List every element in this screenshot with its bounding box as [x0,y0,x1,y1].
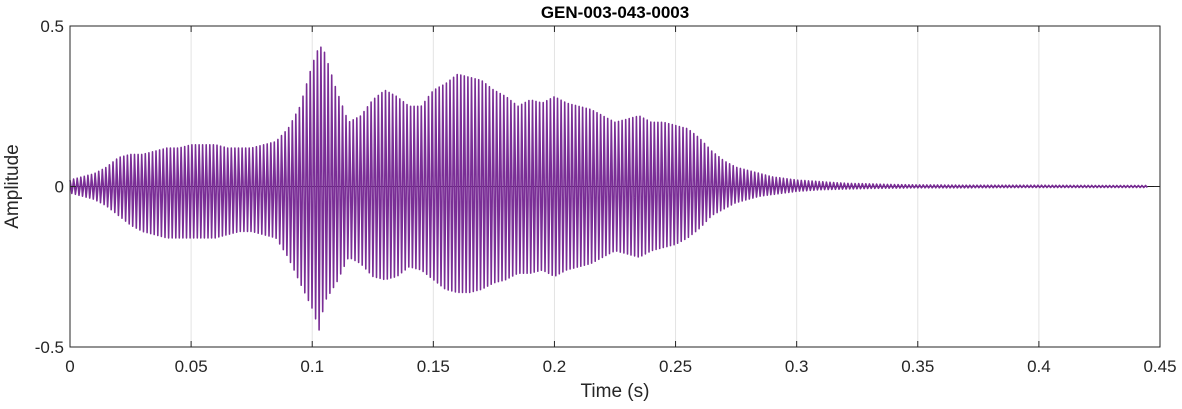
x-tick-label: 0.45 [1143,357,1176,376]
plot-layer [69,46,1148,331]
y-tick-label: 0.5 [40,17,64,36]
x-tick-label: 0.3 [785,357,809,376]
x-axis-label: Time (s) [581,381,650,402]
y-axis-label: Amplitude [2,144,23,229]
x-tick-label: 0.05 [175,357,208,376]
x-tick-label: 0.35 [901,357,934,376]
x-tick-label: 0.2 [543,357,567,376]
x-tick-label: 0.25 [659,357,692,376]
y-tick-label: -0.5 [35,338,64,357]
x-tick-label: 0.1 [300,357,324,376]
x-tick-layer: 0 0.05 0.1 0.15 0.2 0.25 0.3 0.35 0.4 0.45 [65,26,1177,376]
y-tick-layer: -0.5 0 0.5 [35,17,1160,357]
waveform-series-line [69,46,1148,331]
chart-title: GEN-003-043-0003 [541,3,689,22]
y-tick-label: 0 [55,178,64,197]
x-tick-label: 0.4 [1027,357,1051,376]
x-tick-label: 0.15 [417,357,450,376]
x-tick-label: 0 [65,357,74,376]
